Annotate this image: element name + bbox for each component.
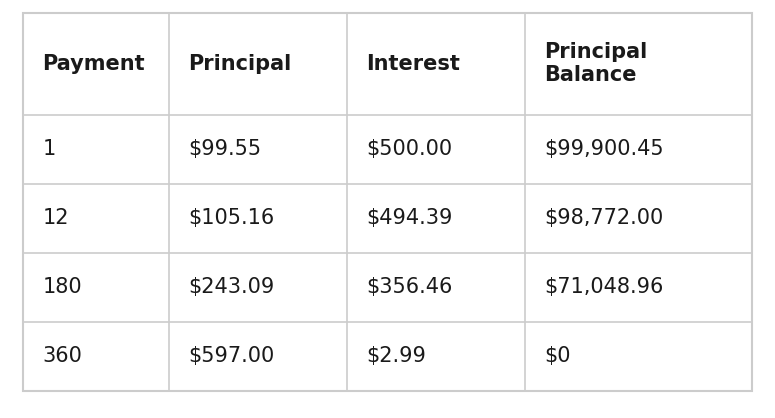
Text: $356.46: $356.46 [367,278,453,297]
Text: $597.00: $597.00 [188,347,274,366]
Text: $98,772.00: $98,772.00 [545,209,663,228]
Text: Payment: Payment [43,54,145,74]
Text: $0: $0 [545,347,571,366]
Text: $500.00: $500.00 [367,140,453,159]
Text: $99.55: $99.55 [188,140,261,159]
Text: $494.39: $494.39 [367,209,453,228]
Text: Interest: Interest [367,54,460,74]
Text: 360: 360 [43,347,82,366]
Text: 12: 12 [43,209,69,228]
Text: Principal
Balance: Principal Balance [545,42,648,85]
Text: 1: 1 [43,140,56,159]
Text: 180: 180 [43,278,82,297]
Text: $2.99: $2.99 [367,347,426,366]
Text: Principal: Principal [188,54,291,74]
Text: $243.09: $243.09 [188,278,274,297]
Text: $99,900.45: $99,900.45 [545,140,664,159]
Text: $71,048.96: $71,048.96 [545,278,664,297]
Text: $105.16: $105.16 [188,209,274,228]
